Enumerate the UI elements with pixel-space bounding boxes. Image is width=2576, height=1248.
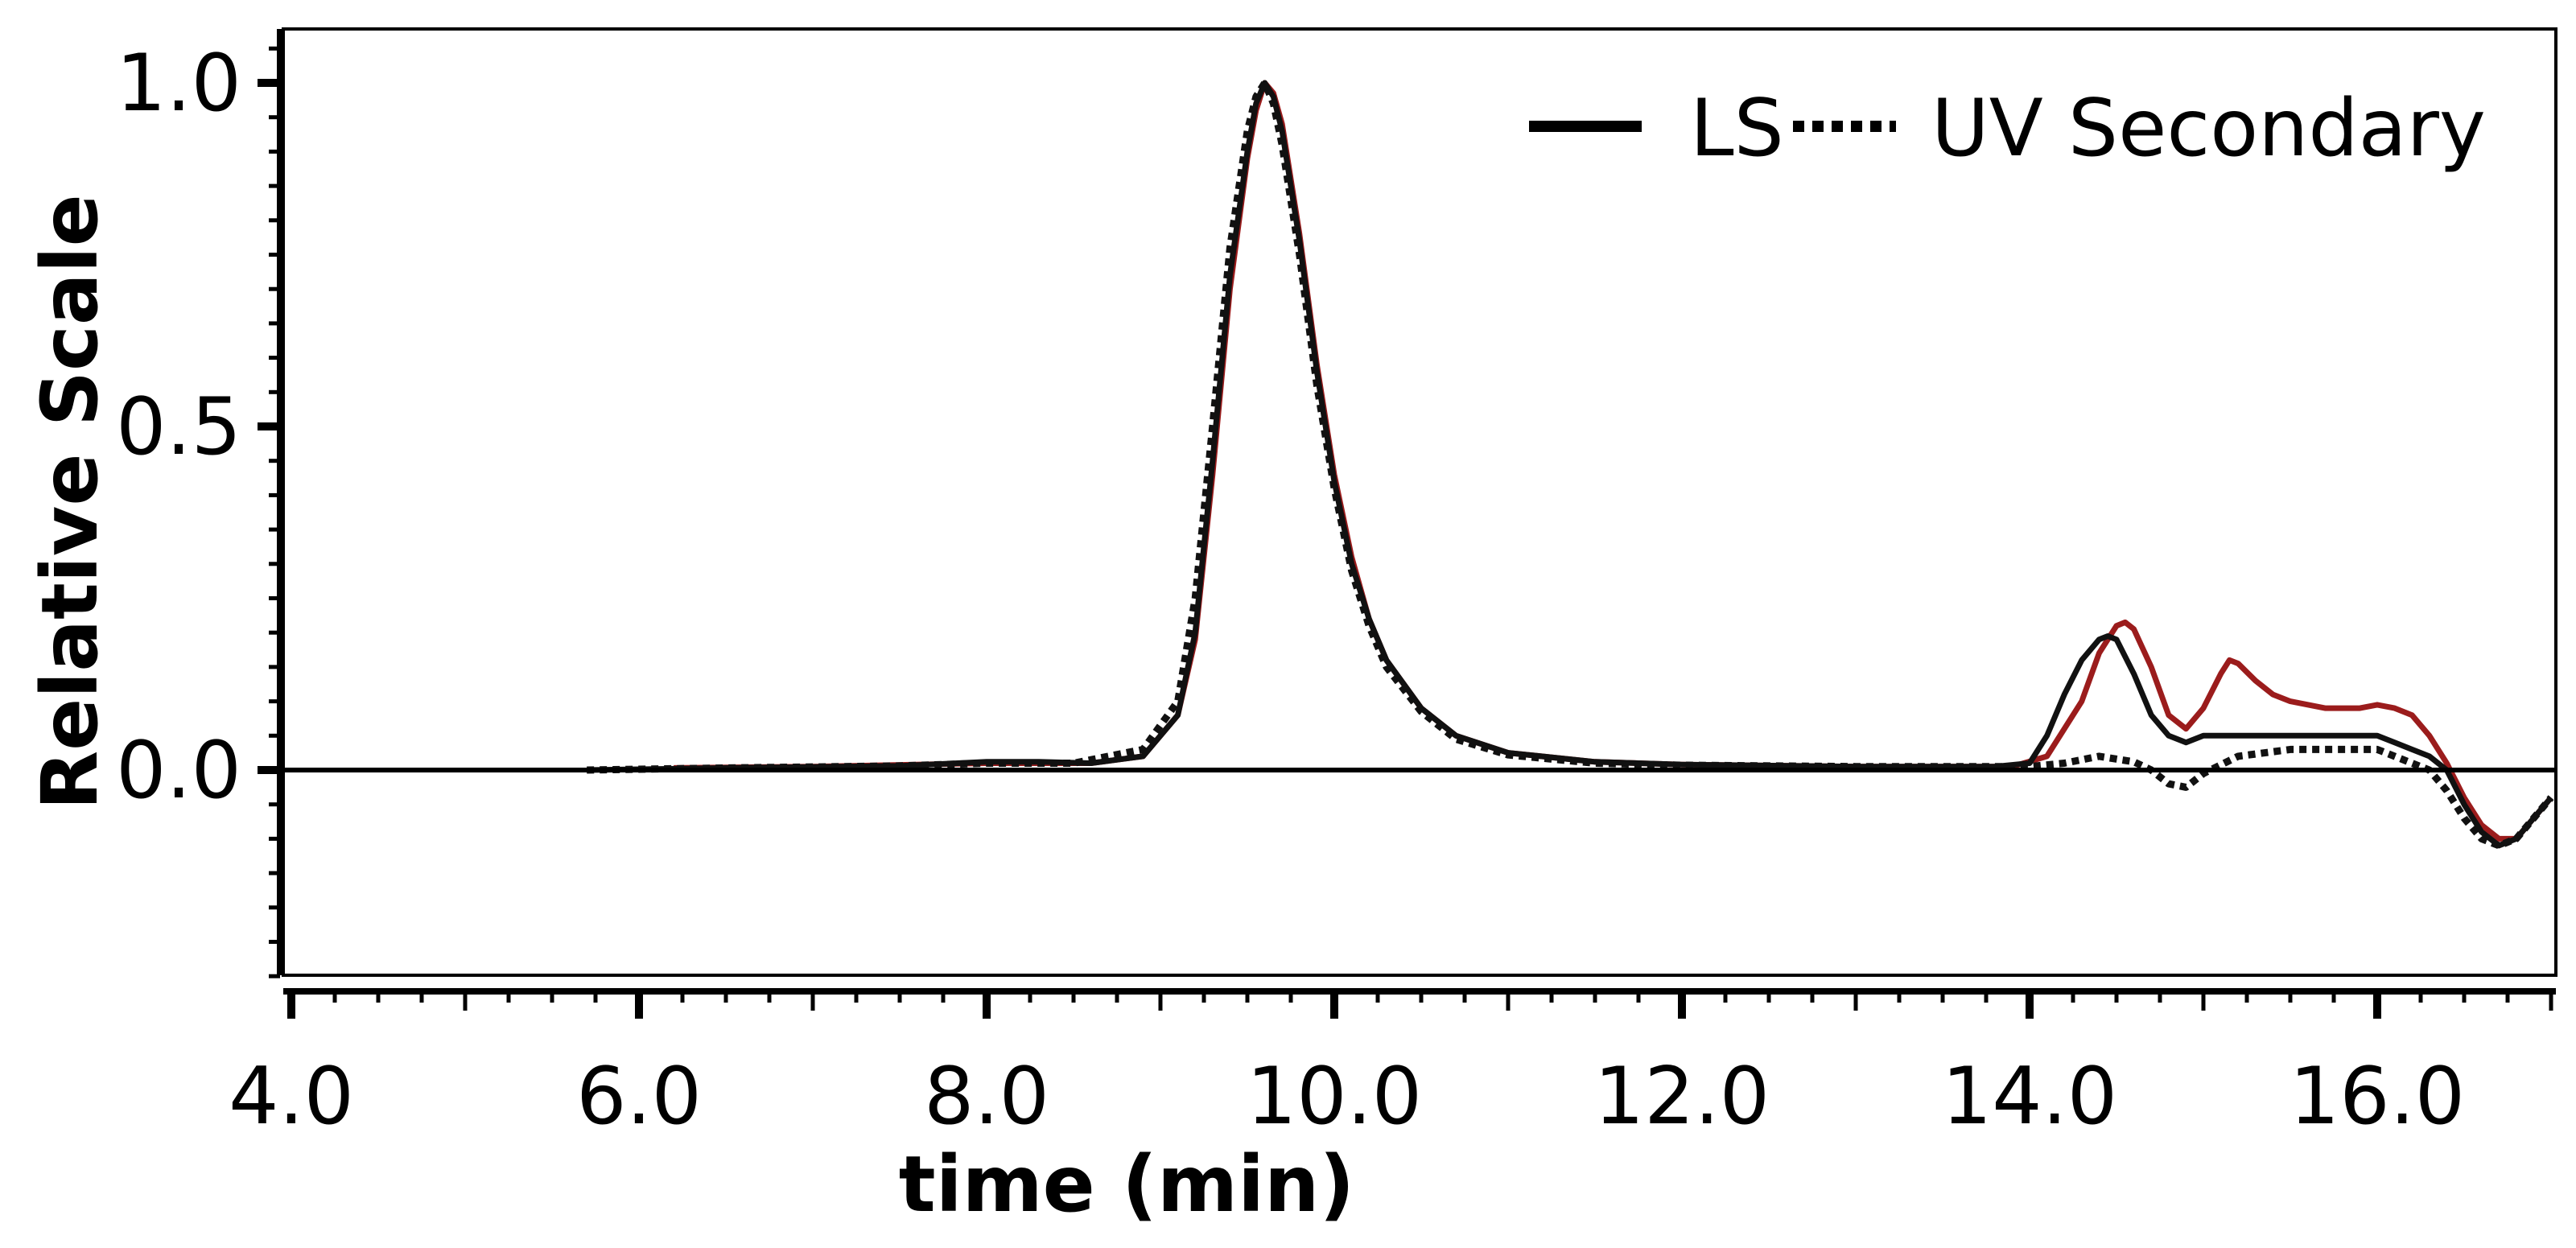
y-axis-title: Relative Scale [25,194,115,809]
x-tick-label: 16.0 [2290,1051,2465,1143]
series-line-0 [587,80,2553,849]
x-tick-label: 10.0 [1247,1051,1422,1143]
legend: LS UV Secondary [1529,83,2486,175]
y-tick-label: 0.5 [116,381,241,473]
x-tick-label: 14.0 [1942,1051,2117,1143]
series-layer [587,79,2554,850]
x-tick-label: 6.0 [576,1051,702,1143]
y-axis: 0.0 0.5 1.0 [116,29,283,978]
legend-ls-label: LS [1690,83,1784,175]
x-tick-label: 8.0 [924,1051,1049,1143]
y-tick-label: 1.0 [116,38,241,130]
legend-uv-label: UV Secondary [1931,83,2486,175]
x-axis: 4.0 6.0 8.0 10.0 12.0 14.0 16.0 [229,988,2556,1143]
x-tick-label: 4.0 [229,1051,354,1143]
x-axis-title: time (min) [899,1139,1354,1229]
y-tick-label: 0.0 [116,725,241,817]
x-tick-label: 12.0 [1594,1051,1770,1143]
